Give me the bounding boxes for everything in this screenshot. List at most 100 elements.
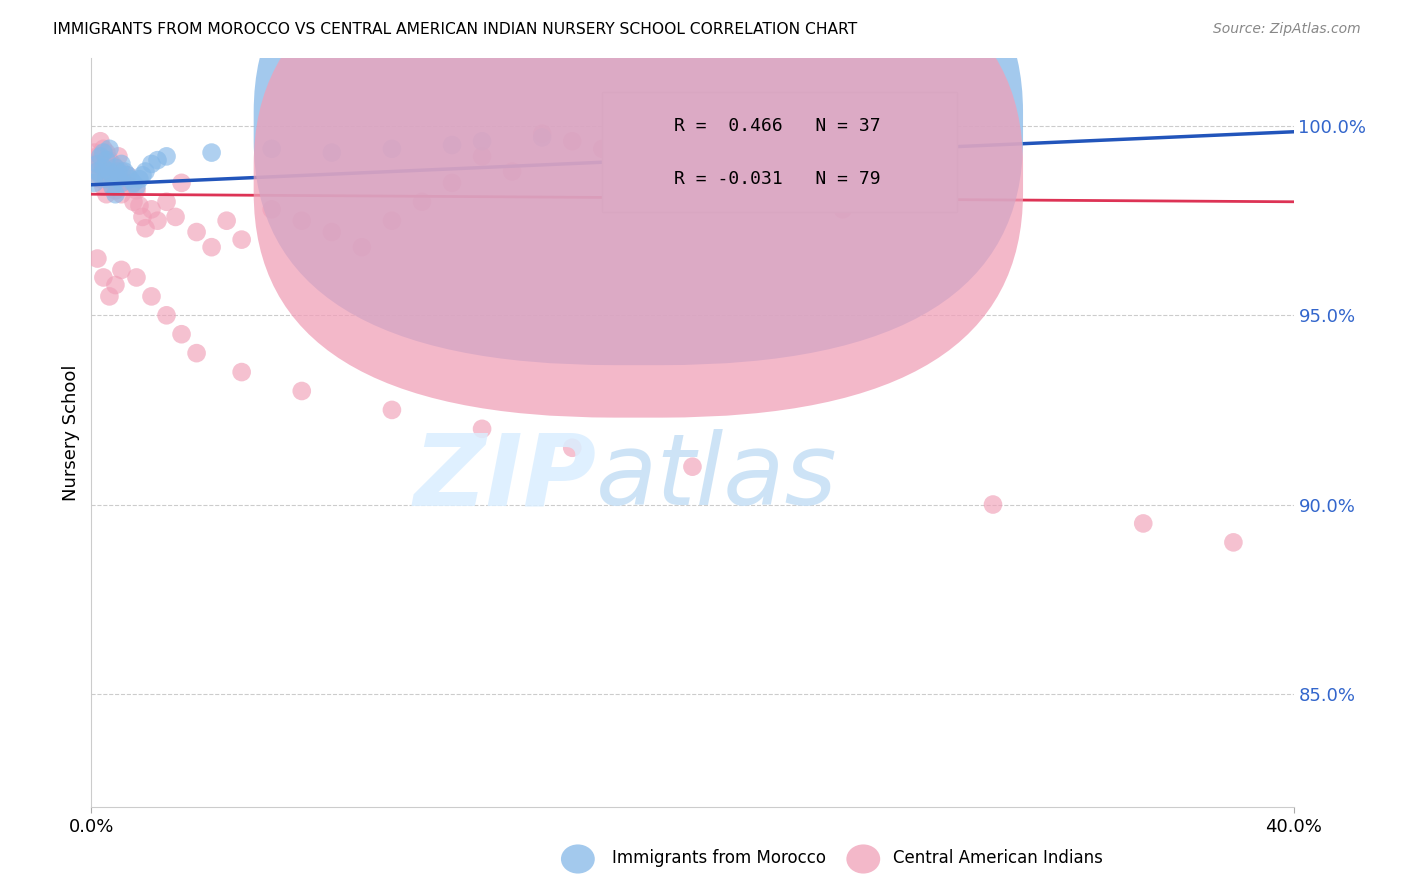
Point: [381, 213, 404, 227]
Point: [260, 202, 283, 217]
Point: [101, 179, 124, 194]
Point: [440, 176, 463, 190]
Point: [471, 134, 494, 148]
Point: [681, 459, 703, 474]
Y-axis label: Nursery School: Nursery School: [62, 364, 80, 501]
FancyBboxPatch shape: [602, 92, 957, 211]
Point: [86, 157, 108, 171]
Point: [291, 384, 314, 398]
Point: [83, 176, 105, 190]
Point: [801, 194, 824, 209]
Point: [125, 270, 148, 285]
Point: [86, 164, 108, 178]
Point: [291, 213, 314, 227]
Point: [621, 149, 644, 163]
Point: [155, 194, 177, 209]
Point: [531, 127, 554, 141]
Point: [186, 346, 208, 360]
Text: Source: ZipAtlas.com: Source: ZipAtlas.com: [1213, 22, 1361, 37]
Point: [93, 145, 115, 160]
Point: [651, 157, 673, 171]
Point: [186, 225, 208, 239]
Point: [165, 210, 187, 224]
Point: [110, 263, 132, 277]
Point: [83, 157, 105, 171]
Point: [120, 179, 142, 194]
Point: [561, 134, 583, 148]
Point: [98, 172, 121, 186]
Point: [83, 145, 105, 160]
Point: [89, 169, 111, 183]
Point: [104, 161, 127, 175]
Point: [89, 153, 111, 168]
Point: [1132, 516, 1154, 531]
Point: [104, 278, 127, 293]
Point: [146, 213, 169, 227]
Point: [96, 153, 118, 168]
Point: [471, 422, 494, 436]
Point: [831, 202, 853, 217]
Point: [411, 194, 433, 209]
Point: [381, 142, 404, 156]
Point: [531, 130, 554, 145]
Point: [101, 169, 124, 183]
Point: [117, 169, 139, 183]
Point: [1222, 535, 1244, 549]
Point: [93, 270, 115, 285]
Point: [134, 164, 156, 178]
Point: [107, 164, 129, 178]
Point: [110, 164, 132, 178]
Point: [101, 179, 124, 194]
Point: [141, 202, 163, 217]
Point: [96, 164, 118, 178]
Point: [117, 169, 139, 183]
Point: [86, 252, 108, 266]
Point: [114, 164, 136, 178]
Point: [471, 149, 494, 163]
Point: [591, 142, 613, 156]
Point: [98, 164, 121, 178]
Circle shape: [846, 845, 880, 873]
Point: [561, 441, 583, 455]
Text: Central American Indians: Central American Indians: [893, 849, 1102, 867]
Point: [134, 221, 156, 235]
Point: [107, 172, 129, 186]
Point: [101, 157, 124, 171]
Point: [110, 157, 132, 171]
Point: [98, 289, 121, 303]
Point: [231, 365, 253, 379]
Text: atlas: atlas: [596, 429, 838, 526]
Point: [146, 153, 169, 168]
Point: [131, 210, 153, 224]
Point: [155, 149, 177, 163]
Point: [128, 198, 150, 212]
Point: [440, 138, 463, 153]
Point: [321, 225, 343, 239]
Point: [381, 403, 404, 417]
Point: [131, 169, 153, 183]
Point: [772, 187, 794, 202]
Point: [122, 194, 145, 209]
Point: [93, 142, 115, 156]
Point: [86, 164, 108, 178]
Point: [107, 149, 129, 163]
Text: IMMIGRANTS FROM MOROCCO VS CENTRAL AMERICAN INDIAN NURSERY SCHOOL CORRELATION CH: IMMIGRANTS FROM MOROCCO VS CENTRAL AMERI…: [53, 22, 858, 37]
Point: [96, 145, 118, 160]
Point: [260, 142, 283, 156]
Point: [125, 183, 148, 197]
Point: [89, 172, 111, 186]
Point: [201, 240, 224, 254]
Point: [86, 149, 108, 163]
Point: [201, 145, 224, 160]
Text: Immigrants from Morocco: Immigrants from Morocco: [612, 849, 825, 867]
Point: [114, 176, 136, 190]
Text: ZIP: ZIP: [413, 429, 596, 526]
Point: [321, 145, 343, 160]
Point: [681, 164, 703, 178]
Point: [89, 149, 111, 163]
Text: R =  0.466   N = 37: R = 0.466 N = 37: [675, 117, 882, 136]
Point: [110, 176, 132, 190]
Point: [104, 161, 127, 175]
Point: [104, 183, 127, 197]
Point: [981, 498, 1004, 512]
